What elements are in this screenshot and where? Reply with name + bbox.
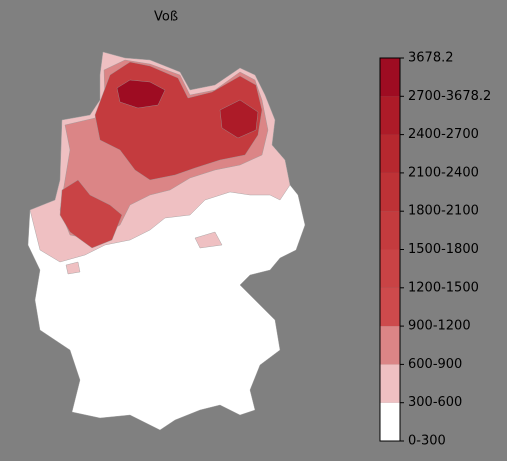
region-patch xyxy=(65,261,81,275)
colorbar-segment xyxy=(380,326,400,365)
colorbar-label: 0-300 xyxy=(408,434,446,449)
region-dark-east xyxy=(219,99,259,139)
colorbar-label: 300-600 xyxy=(408,395,462,410)
colorbar-segment xyxy=(380,249,400,288)
colorbar-label: 900-1200 xyxy=(408,319,471,334)
colorbar: 0-300 300-600 600-900 900-1200 1200-1500 1500… xyxy=(380,51,491,449)
colorbar-segment xyxy=(380,134,400,173)
colorbar-segment xyxy=(380,287,400,327)
colorbar-segment xyxy=(380,58,400,97)
colorbar-segment xyxy=(380,172,400,212)
colorbar-label: 1500-1800 xyxy=(408,242,479,257)
colorbar-label: 2100-2400 xyxy=(408,165,479,180)
region-darkest xyxy=(116,79,166,109)
colorbar-segment xyxy=(380,402,400,441)
colorbar-label: 600-900 xyxy=(408,357,462,372)
colorbar-label: 1200-1500 xyxy=(408,280,479,295)
colorbar-label: 2400-2700 xyxy=(408,127,479,142)
colorbar-segment xyxy=(380,364,400,403)
colorbar-segment xyxy=(380,96,400,135)
colorbar-label: 3678.2 xyxy=(408,51,454,66)
germany-map xyxy=(27,51,306,431)
region-strong-west xyxy=(59,179,123,249)
colorbar-segment xyxy=(380,211,400,250)
region-patch xyxy=(194,231,223,249)
colorbar-label: 1800-2100 xyxy=(408,204,479,219)
colorbar-frame xyxy=(379,57,401,442)
colorbar-label: 2700-3678.2 xyxy=(408,89,491,104)
map-title: Voß xyxy=(154,10,178,25)
